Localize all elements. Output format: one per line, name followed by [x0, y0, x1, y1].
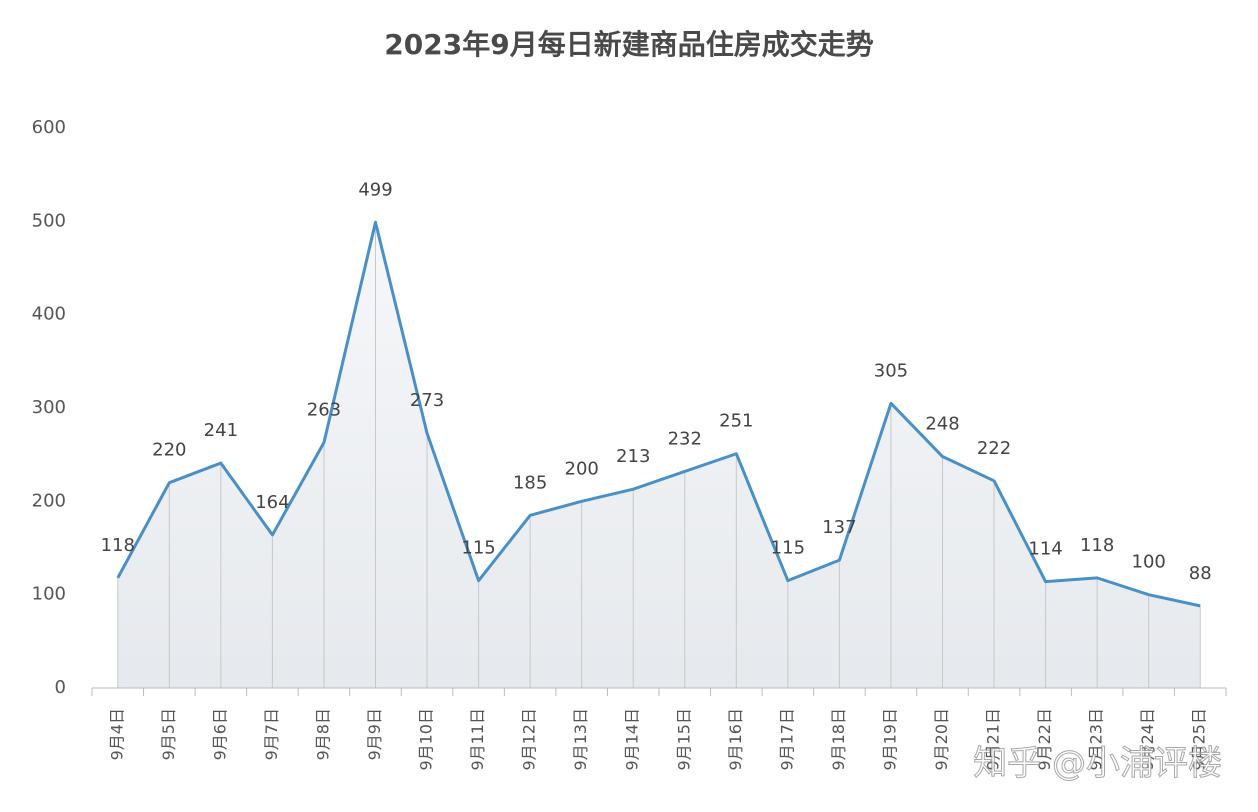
x-tick-label: 9月20日 [932, 708, 951, 771]
data-label: 220 [152, 440, 186, 461]
chart-title: 2023年9月每日新建商品住房成交走势 [384, 28, 873, 61]
line [116, 220, 1201, 608]
x-tick-label: 9月19日 [880, 708, 899, 771]
data-label: 164 [255, 492, 289, 513]
x-tick-label: 9月21日 [984, 708, 1003, 771]
x-tick-label: 9月10日 [417, 708, 436, 771]
x-tick-label: 9月18日 [829, 708, 848, 771]
x-tick-label: 9月12日 [520, 708, 539, 771]
data-label: 118 [101, 535, 135, 556]
x-tick-label: 9月23日 [1087, 708, 1106, 771]
data-label: 88 [1189, 563, 1212, 584]
data-label: 232 [668, 428, 702, 449]
area [117, 222, 1201, 688]
y-tick-label: 400 [32, 304, 66, 325]
x-tick-label: 9月15日 [674, 708, 693, 771]
data-label: 118 [1080, 535, 1114, 556]
y-tick-label: 0 [55, 677, 66, 698]
data-label: 185 [513, 472, 547, 493]
x-tick-label: 9月6日 [210, 708, 229, 760]
x-tick-label: 9月9日 [365, 708, 384, 760]
data-label: 114 [1028, 539, 1062, 560]
x-tick-label: 9月22日 [1035, 708, 1054, 771]
x-tick-label: 9月14日 [623, 708, 642, 771]
data-label: 248 [925, 414, 959, 435]
x-tick-label: 9月8日 [313, 708, 332, 760]
y-tick-label: 200 [32, 490, 66, 511]
x-tick-label: 9月16日 [726, 708, 745, 771]
x-tick-label: 9月13日 [571, 708, 590, 771]
data-label: 115 [771, 538, 805, 559]
data-label: 100 [1132, 552, 1166, 573]
data-label: 499 [358, 179, 392, 200]
x-tick-label: 9月4日 [107, 708, 126, 760]
x-tick-label: 9月25日 [1190, 708, 1209, 771]
data-label: 137 [822, 517, 856, 538]
data-label: 263 [307, 400, 341, 421]
x-tick-label: 9月5日 [159, 708, 178, 760]
x-tick-label: 9月17日 [777, 708, 796, 771]
x-tick-label: 9月7日 [262, 708, 281, 760]
data-label: 200 [565, 458, 599, 479]
data-label: 115 [461, 538, 495, 559]
data-label: 251 [719, 411, 753, 432]
data-label: 222 [977, 438, 1011, 459]
data-label: 241 [204, 420, 238, 441]
x-tick-label: 9月24日 [1138, 708, 1157, 771]
data-label: 273 [410, 390, 444, 411]
y-tick-label: 600 [32, 117, 66, 138]
y-tick-label: 100 [32, 584, 66, 605]
x-tick-label: 9月11日 [468, 708, 487, 771]
y-tick-label: 500 [32, 210, 66, 231]
data-label: 305 [874, 360, 908, 381]
watermark: 知乎 @小浦评楼 [973, 744, 1222, 784]
data-label: 213 [616, 446, 650, 467]
y-tick-label: 300 [32, 397, 66, 418]
